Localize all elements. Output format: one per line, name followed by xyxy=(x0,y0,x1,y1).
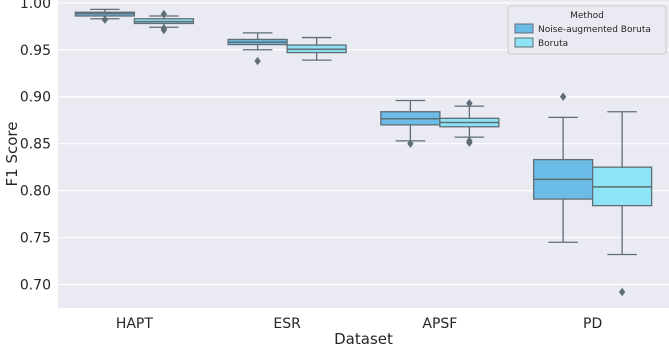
box-pd-boruta xyxy=(591,111,653,297)
box-hapt-noise-augmented-boruta xyxy=(74,8,136,24)
boxes-layer xyxy=(74,8,653,297)
y-tick-label: 0.95 xyxy=(20,43,51,59)
y-axis-ticks: 0.70 0.75 0.80 0.85 0.90 0.95 1.00 xyxy=(20,0,51,294)
y-tick-label: 0.90 xyxy=(20,90,51,106)
outlier-point xyxy=(160,9,168,19)
box-pd-noise-augmented-boruta xyxy=(532,92,594,243)
y-axis-title: F1 Score xyxy=(3,122,21,187)
legend: Method Noise-augmented Boruta Boruta xyxy=(507,5,667,55)
y-tick-label: 0.70 xyxy=(20,278,51,294)
x-tick-label-apsf: APSF xyxy=(422,316,457,332)
x-tick-label-esr: ESR xyxy=(273,316,301,332)
outlier-point xyxy=(618,287,626,297)
x-tick-label-hapt: HAPT xyxy=(116,316,154,332)
outlier-point xyxy=(466,136,473,146)
outlier-point xyxy=(559,92,567,101)
box-esr-noise-augmented-boruta xyxy=(227,32,288,66)
y-tick-label: 0.85 xyxy=(20,137,51,153)
outlier-point xyxy=(466,99,473,108)
box-hapt-boruta xyxy=(133,9,195,35)
legend-label-boruta: Boruta xyxy=(538,39,568,49)
legend-title: Method xyxy=(570,11,604,21)
outlier-point xyxy=(101,15,109,24)
x-axis-title: Dataset xyxy=(334,330,393,347)
legend-swatch-boruta xyxy=(514,37,534,48)
legend-frame xyxy=(507,5,667,55)
x-axis-ticks: HAPT ESR APSF PD xyxy=(116,316,602,332)
outlier-point xyxy=(407,139,414,148)
outlier-point xyxy=(160,24,168,33)
box-esr-boruta xyxy=(286,36,347,61)
box-apsf-boruta xyxy=(439,99,500,147)
legend-label-noise-augmented-boruta: Noise-augmented Boruta xyxy=(538,25,651,35)
outlier-point xyxy=(254,56,261,66)
y-tick-label: 0.75 xyxy=(20,231,51,247)
y-tick-label: 0.80 xyxy=(20,184,51,200)
y-tick-label: 1.00 xyxy=(20,0,51,12)
x-tick-label-pd: PD xyxy=(583,316,602,332)
legend-swatch-noise-augmented-boruta xyxy=(514,23,534,34)
